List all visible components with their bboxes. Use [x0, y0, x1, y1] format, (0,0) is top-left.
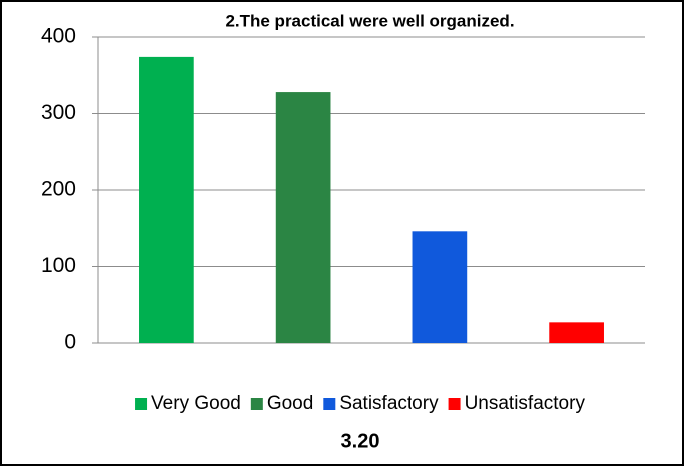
caption: 3.20 — [341, 430, 380, 452]
legend-label: Very Good — [151, 393, 241, 414]
legend-label: Unsatisfactory — [465, 393, 586, 414]
bar — [139, 56, 194, 343]
y-tick-label: 400 — [41, 25, 76, 48]
bar — [549, 322, 604, 343]
legend-swatch — [135, 398, 148, 410]
y-tick-label: 200 — [41, 178, 76, 201]
legend-swatch — [250, 398, 263, 410]
y-tick-label: 0 — [64, 331, 76, 354]
chart-title: 2.The practical were well organized. — [225, 11, 514, 30]
bar — [412, 231, 468, 343]
y-tick-label: 300 — [41, 101, 76, 124]
bar — [275, 92, 331, 343]
legend-label: Good — [267, 393, 313, 414]
y-tick-label: 100 — [41, 254, 76, 277]
legend-swatch — [448, 398, 461, 410]
legend-label: Satisfactory — [339, 393, 439, 414]
legend-swatch — [323, 398, 336, 410]
